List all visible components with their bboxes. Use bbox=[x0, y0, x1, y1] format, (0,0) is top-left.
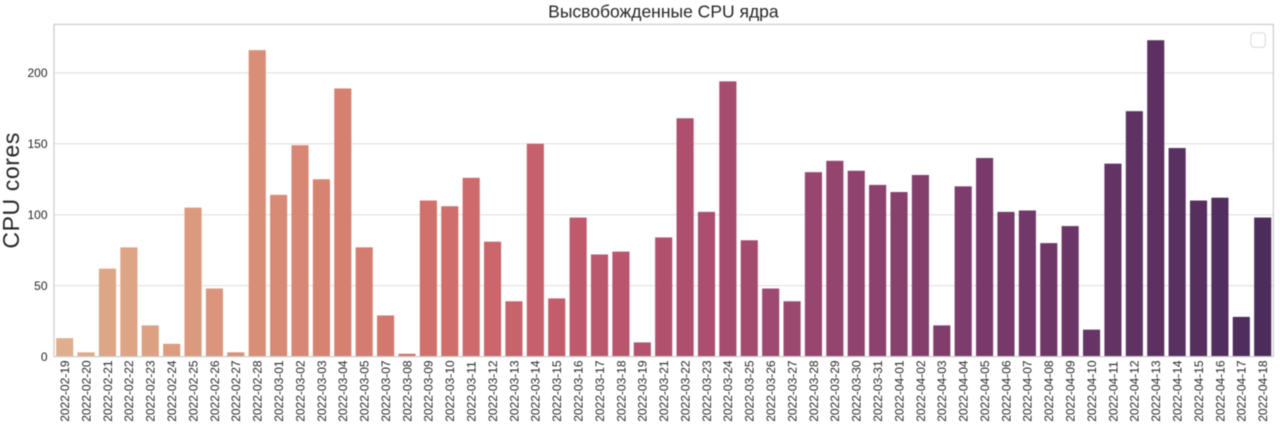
svg-text:50: 50 bbox=[34, 279, 48, 293]
svg-text:2022-03-15: 2022-03-15 bbox=[550, 360, 564, 422]
svg-text:2022-03-22: 2022-03-22 bbox=[678, 360, 692, 422]
svg-text:2022-02-23: 2022-02-23 bbox=[144, 360, 158, 422]
svg-text:2022-03-10: 2022-03-10 bbox=[443, 360, 457, 422]
svg-text:2022-03-16: 2022-03-16 bbox=[571, 360, 585, 422]
svg-text:2022-04-15: 2022-04-15 bbox=[1192, 360, 1206, 422]
svg-text:2022-04-02: 2022-04-02 bbox=[914, 360, 928, 422]
svg-text:100: 100 bbox=[27, 208, 47, 222]
svg-text:2022-04-06: 2022-04-06 bbox=[999, 360, 1013, 422]
svg-text:2022-02-27: 2022-02-27 bbox=[229, 360, 243, 422]
svg-text:2022-03-08: 2022-03-08 bbox=[400, 360, 414, 422]
svg-text:2022-04-04: 2022-04-04 bbox=[957, 360, 971, 422]
svg-text:2022-04-01: 2022-04-01 bbox=[892, 360, 906, 422]
svg-text:CPU cores: CPU cores bbox=[0, 132, 24, 249]
svg-text:2022-03-23: 2022-03-23 bbox=[700, 360, 714, 422]
svg-text:Высвобожденные CPU ядра: Высвобожденные CPU ядра bbox=[548, 1, 779, 21]
svg-text:2022-03-07: 2022-03-07 bbox=[379, 360, 393, 422]
svg-text:2022-03-13: 2022-03-13 bbox=[507, 360, 521, 422]
svg-text:2022-02-22: 2022-02-22 bbox=[122, 360, 136, 422]
svg-text:2022-03-21: 2022-03-21 bbox=[657, 360, 671, 422]
svg-text:150: 150 bbox=[27, 137, 47, 151]
svg-text:2022-03-01: 2022-03-01 bbox=[272, 360, 286, 422]
svg-text:2022-02-28: 2022-02-28 bbox=[251, 360, 265, 422]
svg-text:2022-03-04: 2022-03-04 bbox=[336, 360, 350, 422]
svg-text:2022-04-11: 2022-04-11 bbox=[1106, 361, 1120, 422]
svg-text:2022-03-24: 2022-03-24 bbox=[721, 360, 735, 422]
svg-text:2022-02-21: 2022-02-21 bbox=[101, 360, 115, 422]
svg-text:2022-03-11: 2022-03-11 bbox=[465, 361, 479, 422]
svg-text:2022-04-08: 2022-04-08 bbox=[1042, 360, 1056, 422]
svg-text:2022-04-12: 2022-04-12 bbox=[1128, 360, 1142, 422]
svg-text:2022-03-05: 2022-03-05 bbox=[358, 360, 372, 422]
svg-text:2022-03-09: 2022-03-09 bbox=[422, 360, 436, 422]
svg-text:2022-03-29: 2022-03-29 bbox=[828, 360, 842, 422]
svg-text:2022-04-18: 2022-04-18 bbox=[1256, 360, 1270, 422]
svg-text:2022-03-18: 2022-03-18 bbox=[614, 360, 628, 422]
svg-text:2022-03-12: 2022-03-12 bbox=[486, 360, 500, 422]
svg-text:2022-04-05: 2022-04-05 bbox=[978, 360, 992, 422]
svg-text:2022-04-03: 2022-04-03 bbox=[935, 360, 949, 422]
svg-text:2022-04-14: 2022-04-14 bbox=[1170, 360, 1184, 422]
svg-text:2022-04-13: 2022-04-13 bbox=[1149, 360, 1163, 422]
svg-text:2022-03-03: 2022-03-03 bbox=[315, 360, 329, 422]
svg-text:2022-03-26: 2022-03-26 bbox=[764, 360, 778, 422]
svg-text:2022-03-25: 2022-03-25 bbox=[743, 360, 757, 422]
svg-text:2022-02-24: 2022-02-24 bbox=[165, 360, 179, 422]
svg-text:2022-03-19: 2022-03-19 bbox=[636, 360, 650, 422]
svg-text:2022-02-20: 2022-02-20 bbox=[79, 360, 93, 422]
svg-text:2022-04-07: 2022-04-07 bbox=[1021, 360, 1035, 422]
svg-text:2022-04-10: 2022-04-10 bbox=[1085, 360, 1099, 422]
svg-text:2022-04-16: 2022-04-16 bbox=[1213, 360, 1227, 422]
svg-text:2022-02-25: 2022-02-25 bbox=[186, 360, 200, 422]
svg-text:2022-03-17: 2022-03-17 bbox=[593, 360, 607, 422]
svg-text:0: 0 bbox=[41, 350, 48, 364]
svg-text:200: 200 bbox=[27, 66, 47, 80]
svg-text:2022-02-19: 2022-02-19 bbox=[58, 360, 72, 422]
svg-text:2022-03-14: 2022-03-14 bbox=[529, 360, 543, 422]
svg-text:2022-03-27: 2022-03-27 bbox=[785, 360, 799, 422]
svg-text:2022-03-02: 2022-03-02 bbox=[293, 360, 307, 422]
svg-text:2022-04-17: 2022-04-17 bbox=[1235, 360, 1249, 422]
svg-text:2022-03-28: 2022-03-28 bbox=[807, 360, 821, 422]
svg-text:2022-04-09: 2022-04-09 bbox=[1064, 360, 1078, 422]
svg-text:2022-03-31: 2022-03-31 bbox=[871, 360, 885, 422]
svg-text:2022-02-26: 2022-02-26 bbox=[208, 360, 222, 422]
svg-text:2022-03-30: 2022-03-30 bbox=[850, 360, 864, 422]
